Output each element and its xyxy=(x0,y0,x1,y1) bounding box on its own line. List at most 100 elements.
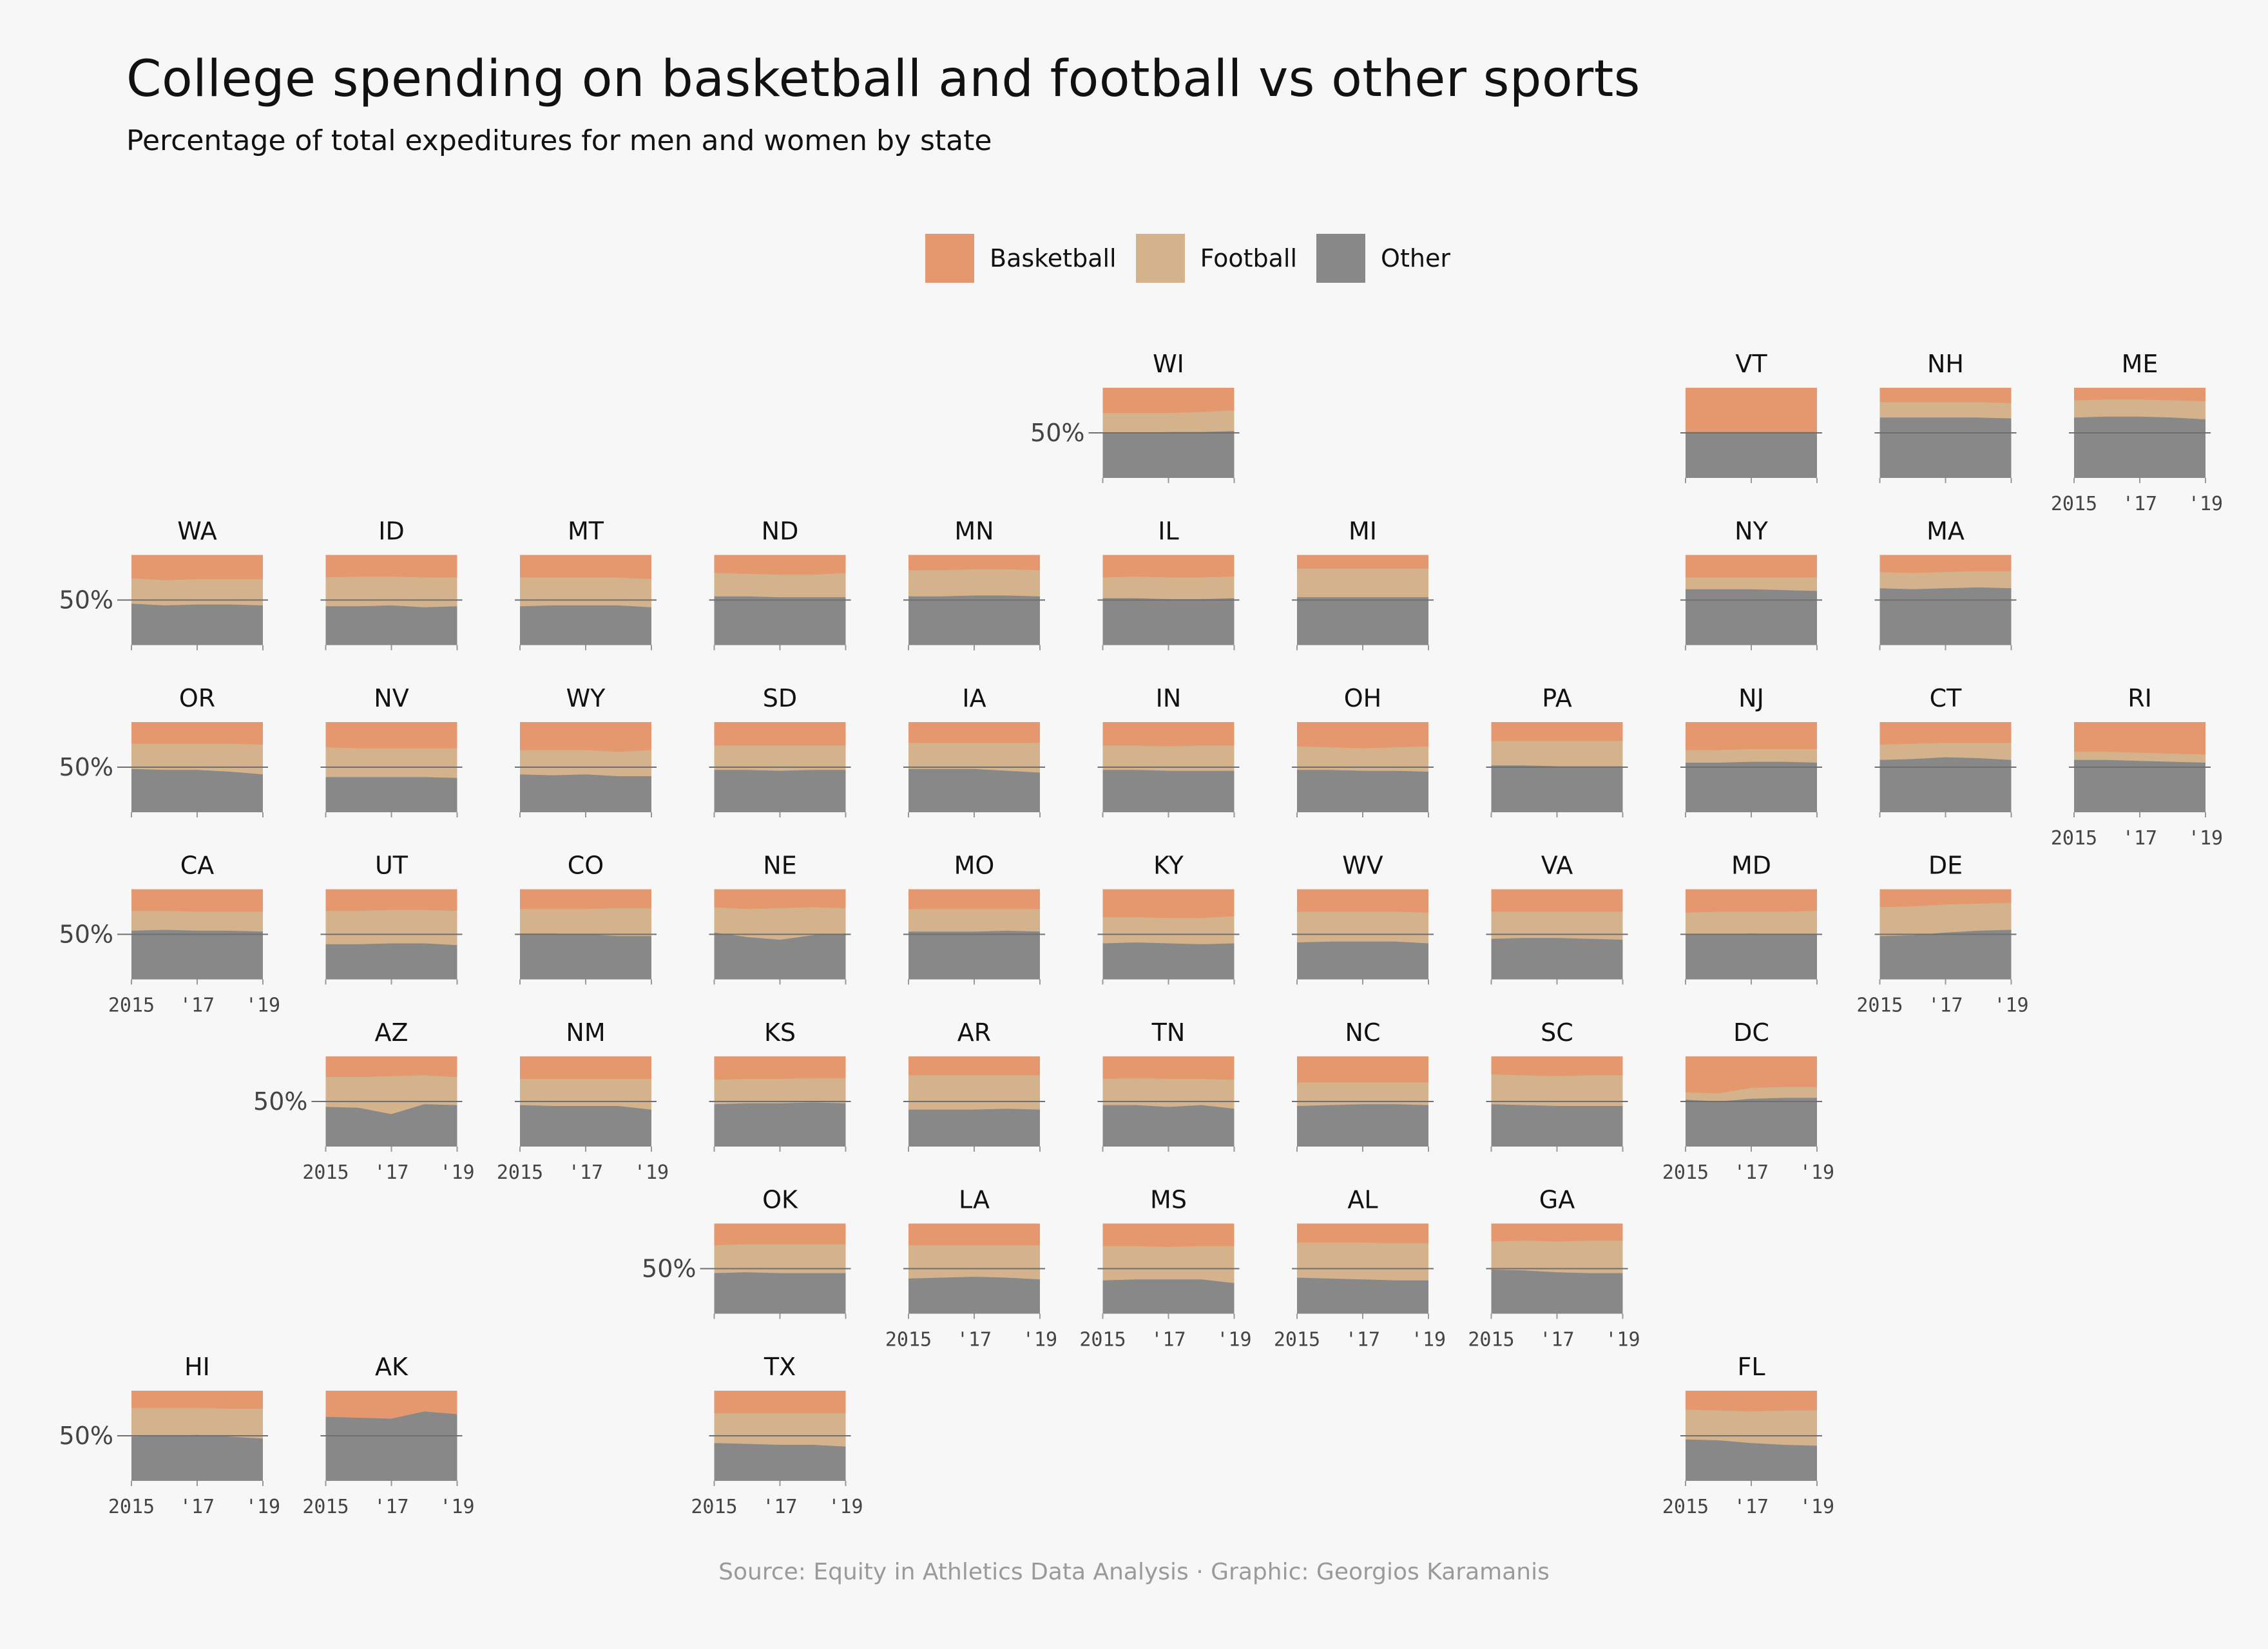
state-label-va: VA xyxy=(1541,852,1573,880)
other-area-ct xyxy=(1879,757,2012,812)
other-area-me xyxy=(2074,416,2206,478)
x-tick-label-ms-1: '17 xyxy=(1151,1329,1186,1351)
other-area-wy xyxy=(520,774,651,812)
other-area-id xyxy=(325,605,457,645)
x-tick-label-az-1: '17 xyxy=(374,1161,408,1184)
state-label-in: IN xyxy=(1156,684,1182,712)
state-label-md: MD xyxy=(1731,852,1771,880)
state-label-ks: KS xyxy=(764,1018,796,1047)
x-tick-label-dc-2: '19 xyxy=(1800,1161,1834,1184)
y-tick-label-az: 50% xyxy=(253,1087,307,1116)
x-tick-label-nm-1: '17 xyxy=(568,1161,603,1184)
state-label-ne: NE xyxy=(763,852,796,880)
other-area-mt xyxy=(520,605,651,645)
state-label-ia: IA xyxy=(962,684,986,712)
other-area-vt xyxy=(1686,432,1817,478)
legend-item-football: Football xyxy=(1135,234,1298,283)
x-tick-label-ri-2: '19 xyxy=(2188,827,2223,850)
state-label-wv: WV xyxy=(1342,852,1383,880)
other-area-nh xyxy=(1879,417,2012,478)
x-tick-label-dc-1: '17 xyxy=(1734,1161,1769,1184)
state-label-ma: MA xyxy=(1927,517,1965,546)
x-tick-label-hi-0: 2015 xyxy=(108,1496,155,1518)
x-tick-label-fl-2: '19 xyxy=(1800,1496,1834,1518)
other-area-il xyxy=(1102,598,1235,645)
state-label-mi: MI xyxy=(1349,517,1377,546)
state-label-sc: SC xyxy=(1541,1018,1573,1047)
state-label-me: ME xyxy=(2122,350,2158,378)
other-area-or xyxy=(131,768,263,812)
other-area-nm xyxy=(520,1105,651,1147)
state-label-de: DE xyxy=(1928,852,1963,880)
x-tick-label-me-2: '19 xyxy=(2188,493,2223,515)
x-tick-label-az-0: 2015 xyxy=(302,1161,349,1184)
other-area-ri xyxy=(2074,759,2206,812)
x-tick-label-hi-1: '17 xyxy=(180,1496,215,1518)
x-tick-label-nm-0: 2015 xyxy=(497,1161,543,1184)
other-area-dc xyxy=(1686,1098,1817,1147)
state-label-nh: NH xyxy=(1927,350,1964,378)
y-tick-label-wa: 50% xyxy=(59,586,113,615)
legend-item-basketball: Basketball xyxy=(925,234,1117,283)
legend-label-basketball: Basketball xyxy=(990,244,1117,272)
x-tick-label-ak-1: '17 xyxy=(374,1496,408,1518)
x-tick-label-al-2: '19 xyxy=(1411,1329,1446,1351)
legend: Basketball Football Other xyxy=(925,233,1470,283)
state-label-nj: NJ xyxy=(1738,684,1764,712)
other-area-az xyxy=(325,1104,457,1147)
legend-swatch-football xyxy=(1135,234,1185,283)
state-label-fl: FL xyxy=(1737,1353,1765,1381)
other-area-de xyxy=(1879,929,2012,980)
state-label-ms: MS xyxy=(1150,1186,1187,1214)
other-area-wv xyxy=(1297,941,1428,980)
legend-label-football: Football xyxy=(1200,244,1298,272)
other-area-ar xyxy=(908,1109,1040,1147)
other-area-pa xyxy=(1491,765,1623,812)
other-area-nv xyxy=(325,777,457,812)
x-tick-label-ga-2: '19 xyxy=(1605,1329,1640,1351)
x-tick-label-ri-0: 2015 xyxy=(2051,827,2097,850)
y-tick-label-or: 50% xyxy=(59,753,113,781)
other-area-ok xyxy=(714,1272,846,1314)
x-tick-label-dc-0: 2015 xyxy=(1662,1161,1709,1184)
x-tick-label-tx-2: '19 xyxy=(828,1496,863,1518)
other-area-ut xyxy=(325,943,457,980)
x-tick-label-nm-2: '19 xyxy=(634,1161,669,1184)
other-area-ia xyxy=(908,768,1040,812)
other-area-al xyxy=(1297,1277,1428,1314)
state-label-sd: SD xyxy=(763,684,797,712)
state-label-wa: WA xyxy=(177,517,217,546)
other-area-mi xyxy=(1297,597,1428,645)
legend-item-other: Other xyxy=(1316,234,1450,283)
state-label-nc: NC xyxy=(1345,1018,1381,1047)
other-area-ks xyxy=(714,1102,846,1147)
x-tick-label-ms-0: 2015 xyxy=(1079,1329,1126,1351)
state-label-ct: CT xyxy=(1930,684,1963,712)
state-label-wy: WY xyxy=(566,684,606,712)
chart-subtitle: Percentage of total expeditures for men … xyxy=(126,124,992,157)
legend-swatch-basketball xyxy=(925,234,974,283)
state-label-hi: HI xyxy=(184,1353,210,1381)
other-area-oh xyxy=(1297,770,1428,812)
other-area-ma xyxy=(1879,587,2012,645)
other-area-nc xyxy=(1297,1104,1428,1147)
other-area-wi xyxy=(1102,431,1235,478)
state-label-la: LA xyxy=(959,1186,990,1214)
y-tick-label-hi: 50% xyxy=(59,1422,113,1450)
x-tick-label-ri-1: '17 xyxy=(2122,827,2157,850)
x-tick-label-de-0: 2015 xyxy=(1856,995,1903,1017)
x-tick-label-az-2: '19 xyxy=(439,1161,474,1184)
x-tick-label-la-1: '17 xyxy=(957,1329,992,1351)
state-label-al: AL xyxy=(1347,1186,1378,1214)
other-area-in xyxy=(1102,770,1235,812)
other-area-la xyxy=(908,1277,1040,1314)
x-tick-label-ca-2: '19 xyxy=(245,995,280,1017)
chart-title: College spending on basketball and footb… xyxy=(126,50,1640,108)
other-area-tn xyxy=(1102,1105,1235,1147)
state-label-wi: WI xyxy=(1153,350,1184,378)
state-label-mo: MO xyxy=(954,852,995,880)
x-tick-label-la-2: '19 xyxy=(1023,1329,1057,1351)
y-tick-label-ok: 50% xyxy=(642,1255,696,1283)
other-area-tx xyxy=(714,1443,846,1481)
